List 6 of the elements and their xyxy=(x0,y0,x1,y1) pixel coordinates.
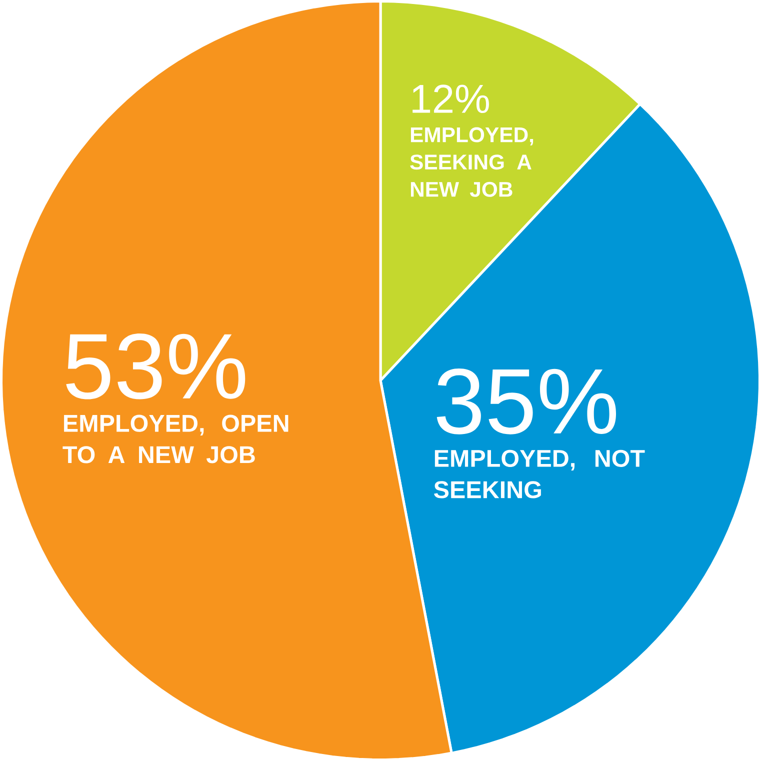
data-label: 12% xyxy=(412,84,489,114)
slice-label: EMPLOYED, NOT SEEKING xyxy=(434,450,645,498)
slice-label: EMPLOYED, OPEN TO A NEW JOB xyxy=(62,414,288,464)
data-label: 53% xyxy=(66,333,246,400)
data-label: 35% xyxy=(436,368,616,434)
slice-label: EMPLOYED, SEEKING A NEW JOB xyxy=(410,127,534,197)
